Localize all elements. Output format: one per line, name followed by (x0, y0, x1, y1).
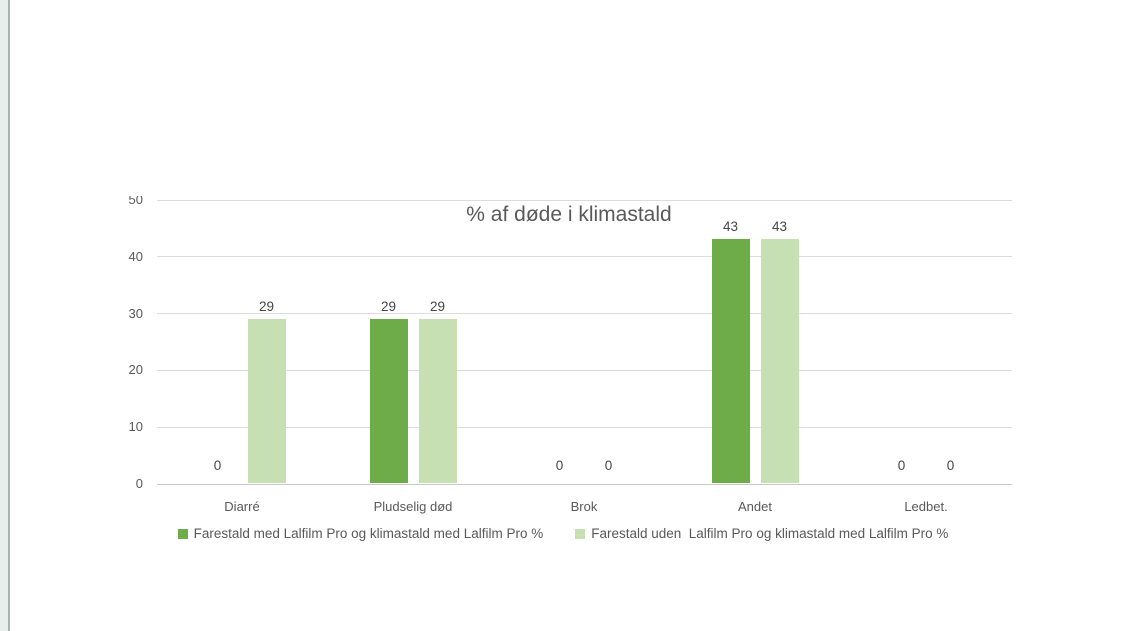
legend-swatch-icon (177, 528, 188, 539)
gridline (156, 199, 1012, 201)
data-label: 0 (555, 457, 564, 473)
gridline (156, 313, 1012, 315)
y-axis-tick-label: 10 (128, 419, 143, 435)
data-label: 29 (380, 298, 397, 314)
x-axis-line (156, 483, 1012, 485)
y-axis-tick-label: 20 (128, 362, 143, 378)
bar-series2-1 (418, 318, 457, 484)
legend-swatch-icon (575, 528, 586, 539)
legend-item-label: Farestald uden Lalfilm Pro og klimastald… (591, 526, 949, 541)
chart-title: % af døde i klimastald (466, 203, 672, 226)
x-axis-category-label: Brok (570, 499, 598, 514)
gridline (156, 369, 1012, 371)
data-label: 0 (213, 457, 222, 473)
bar-series1-1 (369, 318, 408, 484)
x-axis-category-label: Diarré (224, 499, 260, 514)
x-axis-category-label: Andet (738, 499, 772, 514)
data-label: 0 (897, 457, 906, 473)
y-axis-tick-label: 50 (128, 196, 143, 207)
x-axis-category-label: Pludselig død (373, 499, 453, 514)
data-label: 29 (258, 298, 275, 314)
legend: Farestald med Lalfilm Pro og klimastald … (0, 526, 1126, 541)
legend-item-series1: Farestald med Lalfilm Pro og klimastald … (177, 526, 544, 541)
y-axis-tick-label: 40 (128, 248, 143, 264)
bar-series2-3 (760, 239, 799, 484)
y-axis-tick-label: 0 (135, 476, 143, 491)
x-axis-category-label: Ledbet. (904, 499, 948, 514)
data-label: 0 (946, 457, 955, 473)
legend-item-series2: Farestald uden Lalfilm Pro og klimastald… (575, 526, 948, 541)
bar-series2-0 (247, 318, 286, 484)
chart-area[interactable]: % af døde i klimastald 0 10 20 30 40 50 0 29 0 4… (0, 196, 1126, 565)
gridline (156, 256, 1012, 258)
page-margin-strip (0, 0, 10, 631)
data-label: 43 (771, 219, 788, 235)
data-label: 29 (429, 298, 446, 314)
bar-series1-3 (711, 239, 750, 484)
legend-item-label: Farestald med Lalfilm Pro og klimastald … (193, 526, 544, 541)
y-axis-tick-label: 30 (128, 305, 143, 321)
gridline (156, 426, 1012, 428)
data-label: 0 (604, 457, 613, 473)
data-label: 43 (722, 219, 739, 235)
